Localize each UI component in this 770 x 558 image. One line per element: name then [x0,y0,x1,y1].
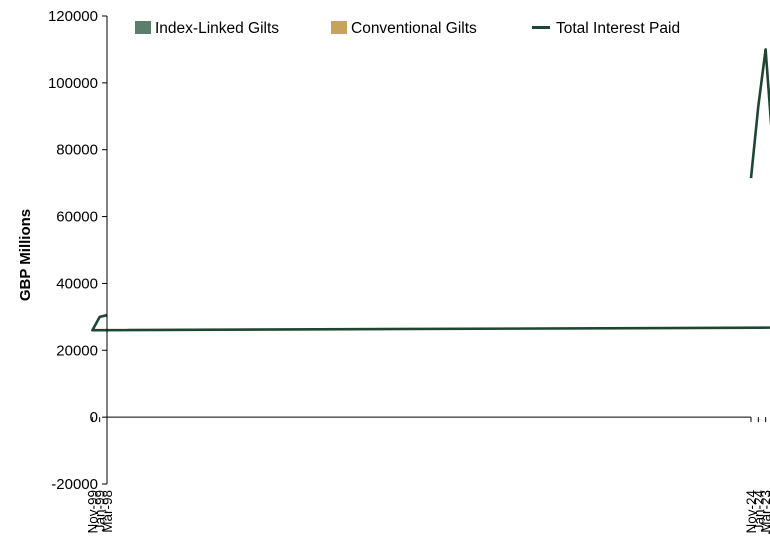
legend-swatch [135,21,151,34]
y-tick-label: 0 [90,409,98,426]
legend-label: Conventional Gilts [351,20,477,37]
x-tick-label: Mar-98 [100,490,115,533]
legend-swatch [331,21,347,34]
y-tick-label: 100000 [48,75,98,92]
total-interest-paid-line [91,48,770,332]
legend-item: Total Interest Paid [532,20,680,37]
y-tick-label: 80000 [56,142,98,159]
y-tick-label: 60000 [56,209,98,226]
y-tick-label: 20000 [56,342,98,359]
y-tick-label: -20000 [51,476,98,493]
legend-label: Total Interest Paid [556,20,680,37]
x-tick-label: Jan-24 [751,490,766,532]
x-tick-label: Mar-23 [759,490,770,533]
x-tick-label: Nov-99 [85,490,100,534]
y-axis-label: GBP Millions [17,209,34,301]
legend-item: Index-Linked Gilts [135,20,279,37]
y-tick-label: 40000 [56,275,98,292]
axes: -20000 0 20000 40000 60000 80000 100000 120000 M… [48,8,770,535]
legend: Index-Linked Gilts Conventional Gilts Tota… [135,20,680,37]
x-tick-label: Jan-99 [93,490,108,531]
y-tick-label: 120000 [48,8,98,25]
plot-area [91,48,770,332]
x-tick-label: May-22 [766,490,770,535]
x-tick-label: Nov-24 [744,490,759,534]
legend-label: Index-Linked Gilts [155,20,279,37]
legend-item: Conventional Gilts [331,20,477,37]
